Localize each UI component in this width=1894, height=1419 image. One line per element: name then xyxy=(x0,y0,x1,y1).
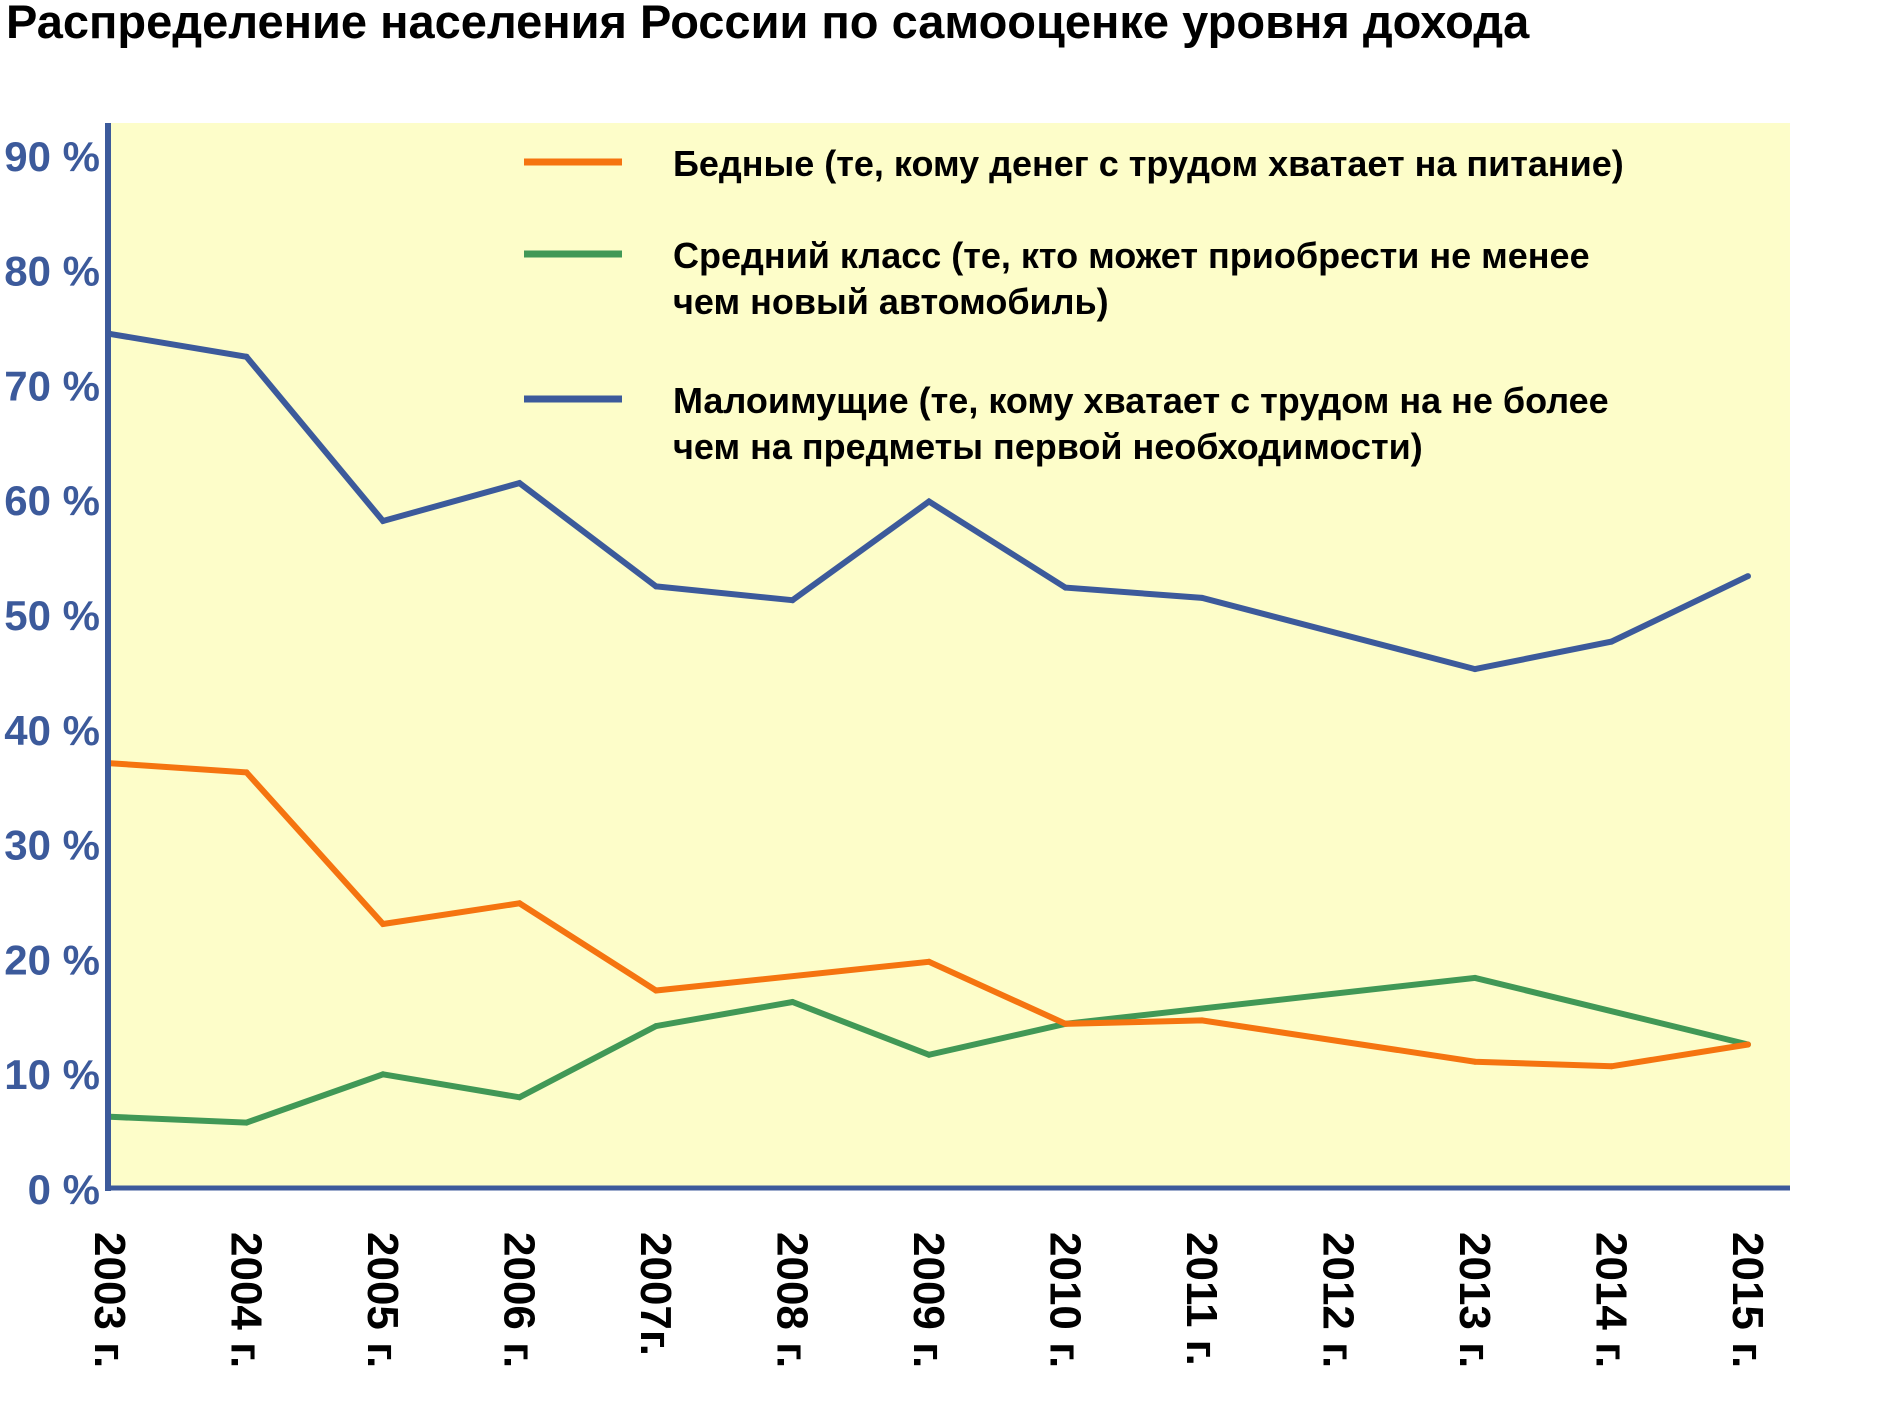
legend-label-1-line-1: чем новый автомобиль) xyxy=(673,281,1109,322)
x-tick-label-2006-г: 2006 г. xyxy=(495,1232,544,1368)
data-point-0-2005-г xyxy=(380,921,386,927)
data-point-0-2013-г xyxy=(1472,1058,1478,1065)
y-tick-label-30: 30 % xyxy=(4,822,100,869)
chart-title: Распределение населения России по самооц… xyxy=(6,0,1530,48)
data-point-1-2009-г xyxy=(926,1051,932,1058)
series-2 xyxy=(107,330,1751,673)
y-tick-label-10: 10 % xyxy=(4,1051,100,1098)
data-point-2-2015-г xyxy=(1745,573,1751,580)
data-point-0-2007г xyxy=(653,987,659,994)
data-point-0-2006-г xyxy=(516,900,523,907)
x-tick-labels: 2003 г. 2004 г. 2005 г. 2006 г. 2007г. 2008 г… xyxy=(85,1232,1772,1368)
legend-label-0-line-0: Бедные (те, кому денег с трудом хватает … xyxy=(673,143,1624,184)
data-point-2-2009-г xyxy=(926,498,932,505)
data-point-2-2006-г xyxy=(516,480,523,487)
x-tick-label-2009-г: 2009 г. xyxy=(904,1232,953,1368)
data-point-1-2005-г xyxy=(380,1071,386,1078)
y-tick-labels: 0 % 10 % 20 % 30 % 40 % 50 % 60 % 70 % 80 % 90 % xyxy=(4,133,100,1213)
data-point-2-2014-г xyxy=(1608,638,1615,645)
data-point-1-2008-г xyxy=(789,999,796,1005)
data-point-0-2011-г xyxy=(1199,1017,1205,1024)
data-point-1-2013-г xyxy=(1472,974,1478,981)
x-tick-label-2012-г: 2012 г. xyxy=(1314,1232,1363,1368)
x-tick-label-2014-г: 2014 г. xyxy=(1587,1232,1636,1368)
data-point-2-2010-г xyxy=(1062,584,1069,591)
x-tick-label-2003-г: 2003 г. xyxy=(85,1232,134,1368)
y-tick-label-0: 0 % xyxy=(28,1166,100,1213)
y-tick-label-50: 50 % xyxy=(4,592,100,639)
data-point-2-2007г xyxy=(653,583,659,590)
data-point-1-2007г xyxy=(653,1023,659,1030)
data-point-2-2011-г xyxy=(1199,594,1205,601)
data-point-2-2005-г xyxy=(380,518,386,524)
series-line-1 xyxy=(109,974,1749,1126)
plot-area xyxy=(108,123,1790,1187)
y-tick-label-70: 70 % xyxy=(4,362,100,409)
x-tick-label-2007г: 2007г. xyxy=(631,1232,680,1356)
data-point-2-2013-г xyxy=(1472,666,1478,673)
x-tick-label-2008-г: 2008 г. xyxy=(768,1232,817,1368)
data-point-1-2004-г xyxy=(243,1119,250,1126)
legend: Бедные (те, кому денег с трудом хватает … xyxy=(524,143,1624,467)
x-tick-label-2005-г: 2005 г. xyxy=(358,1232,407,1368)
data-point-0-2009-г xyxy=(926,958,932,965)
legend-label-2-line-0: Малоимущие (те, кому хватает с трудом на… xyxy=(673,380,1609,421)
y-tick-label-90: 90 % xyxy=(4,133,100,180)
x-tick-label-2015-г: 2015 г. xyxy=(1723,1232,1772,1368)
data-point-0-2014-г xyxy=(1608,1063,1615,1070)
data-point-0-2010-г xyxy=(1062,1020,1069,1027)
x-tick-label-2010-г: 2010 г. xyxy=(1041,1232,1090,1368)
y-tick-label-20: 20 % xyxy=(4,936,100,983)
x-tick-label-2011-г: 2011 г. xyxy=(1177,1232,1226,1366)
series-line-2 xyxy=(109,330,1750,673)
y-tick-label-60: 60 % xyxy=(4,477,100,524)
data-point-1-2006-г xyxy=(516,1094,523,1101)
y-tick-label-80: 80 % xyxy=(4,248,100,295)
x-tick-label-2004-г: 2004 г. xyxy=(222,1232,271,1368)
legend-label-2-line-1: чем на предметы первой необходимости) xyxy=(673,426,1423,467)
data-point-2-2008-г xyxy=(789,597,796,604)
data-point-0-2015-г xyxy=(1745,1041,1751,1048)
legend-label-1-line-0: Средний класс (те, кто может приобрести … xyxy=(673,235,1590,276)
data-point-0-2004-г xyxy=(243,769,250,776)
data-point-2-2004-г xyxy=(243,353,250,360)
y-tick-label-40: 40 % xyxy=(4,707,100,754)
x-tick-label-2013-г: 2013 г. xyxy=(1450,1232,1499,1368)
